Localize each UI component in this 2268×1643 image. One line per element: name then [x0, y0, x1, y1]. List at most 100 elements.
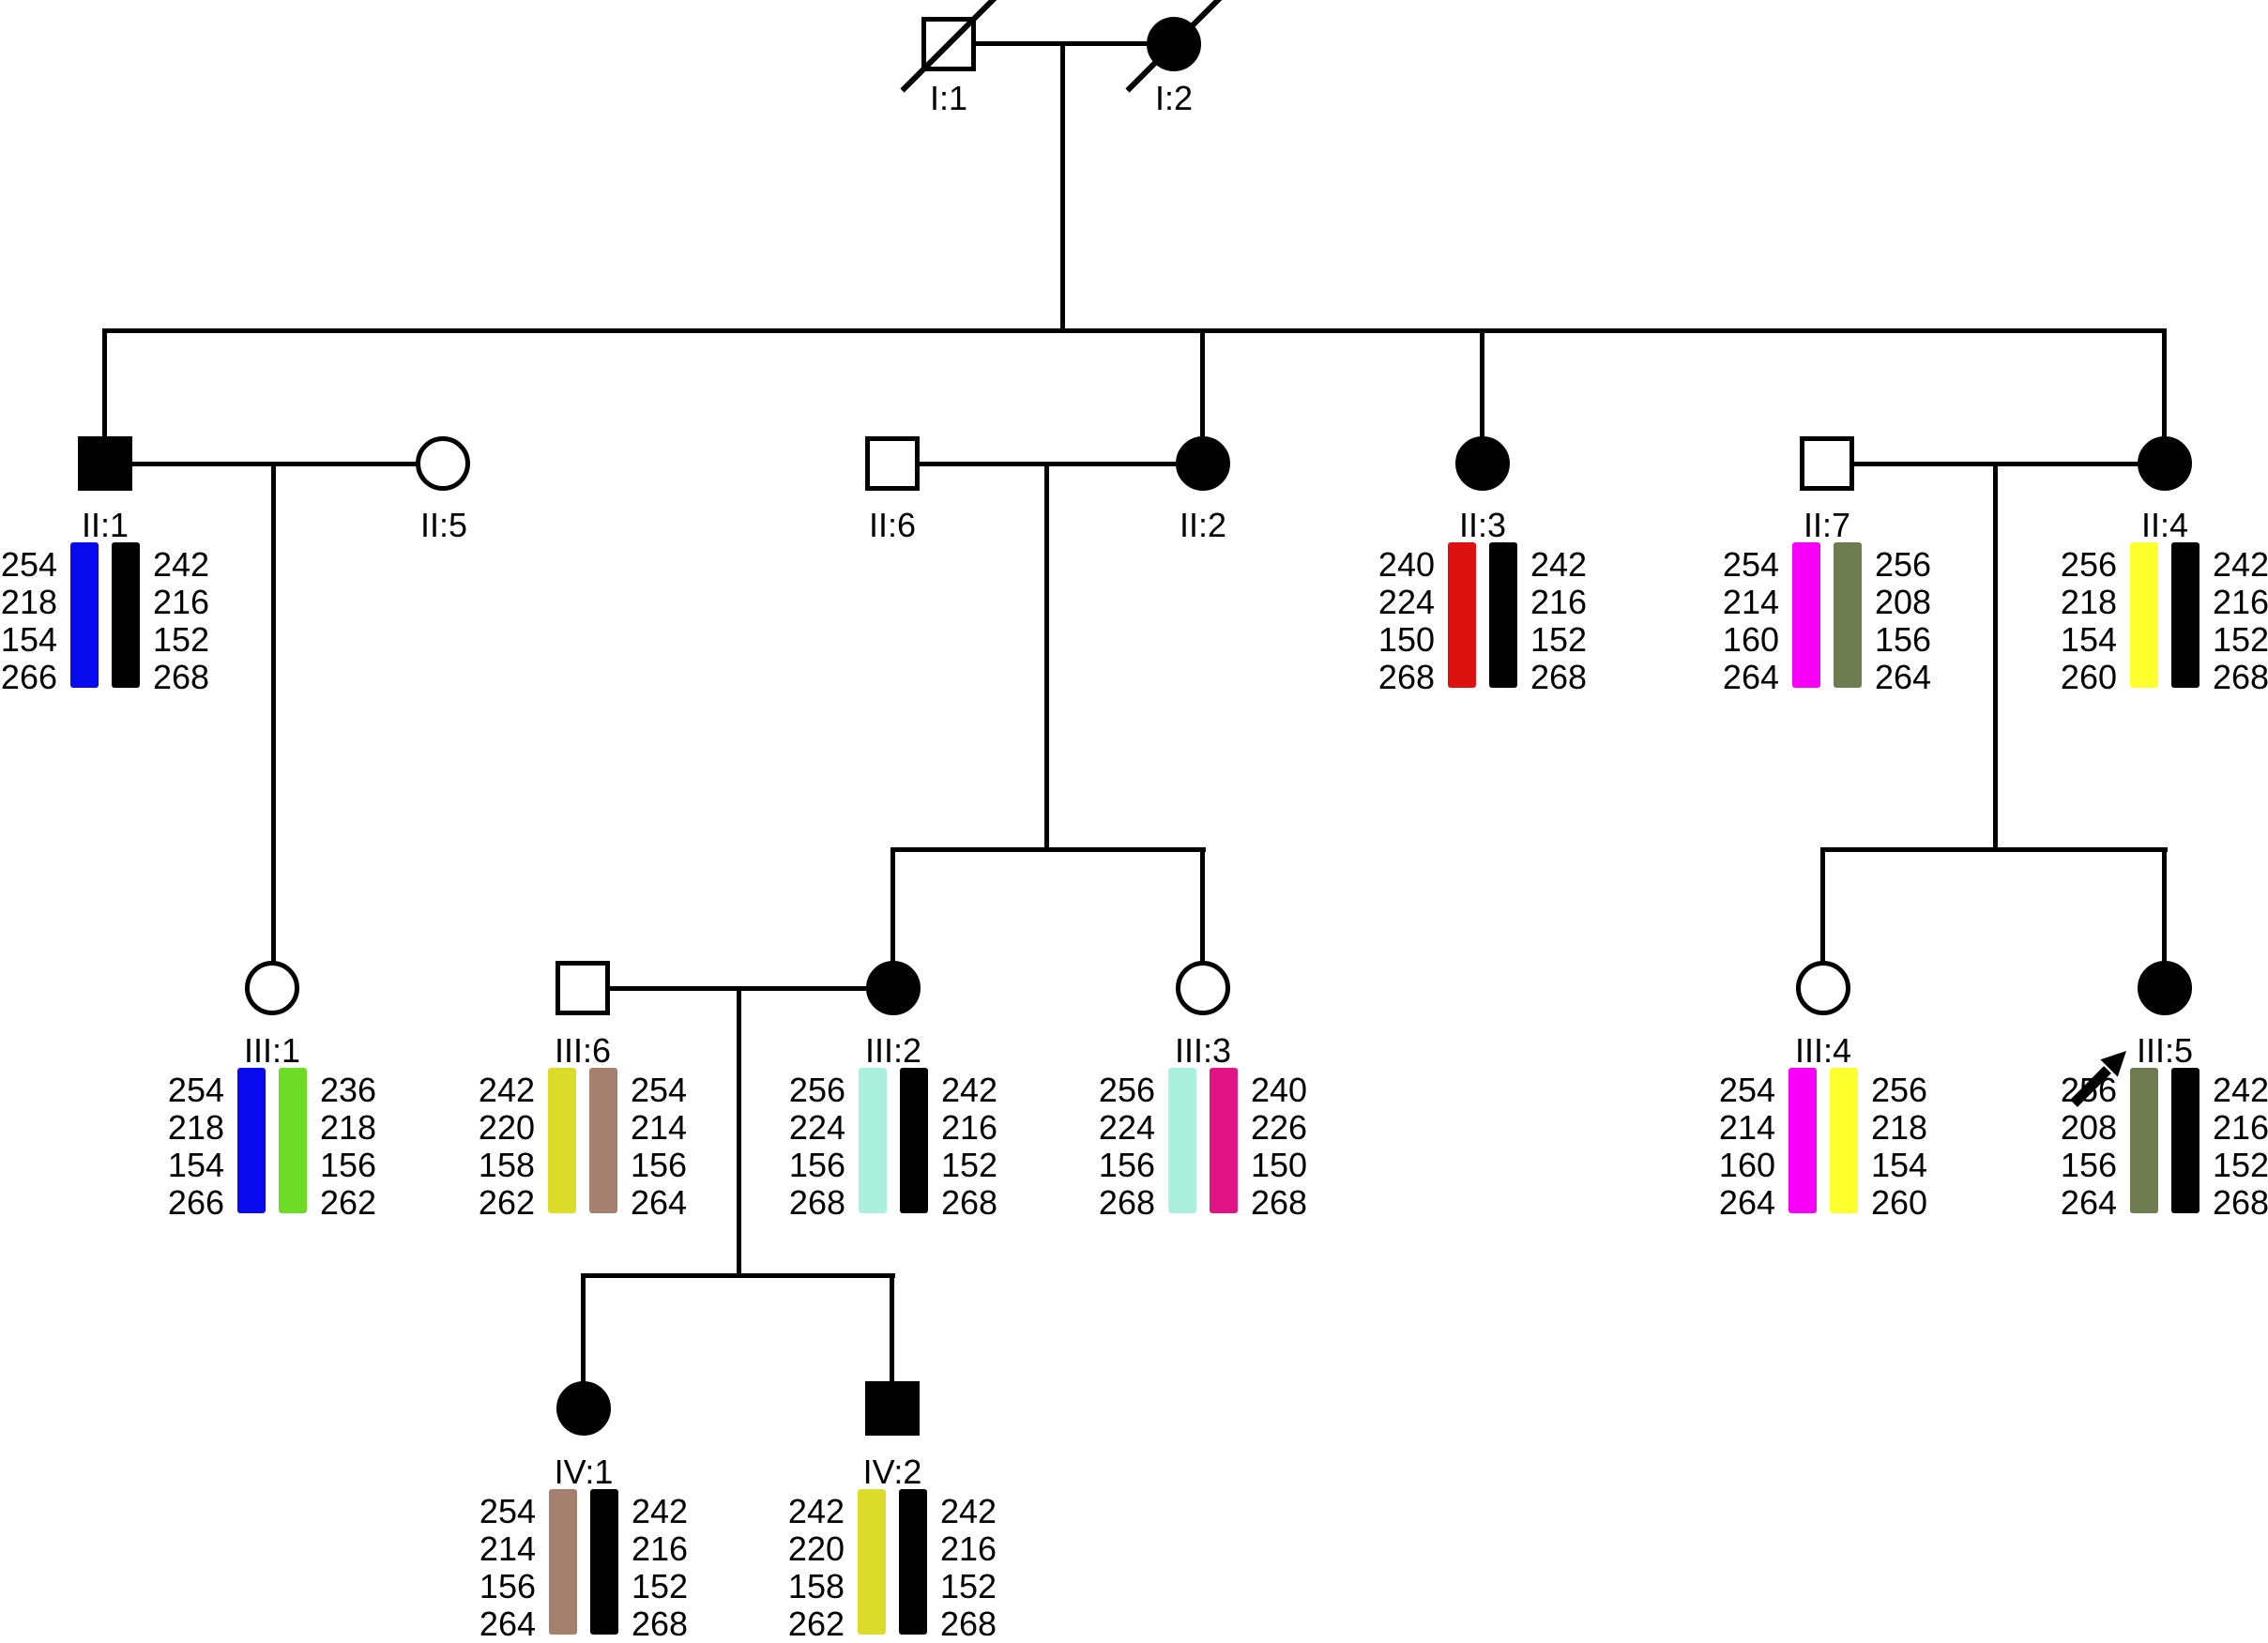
haplotype-bar-right: [590, 1489, 618, 1635]
haplotype-bar-right: [2171, 542, 2200, 688]
haplotype-bar-left: [548, 1068, 576, 1213]
haplotype-block-III5: 256 208 156 264 242 216 152 268: [2044, 1068, 2268, 1222]
individual-II5-symbol: [416, 436, 470, 491]
allele-column-left: 240 224 150 268: [1362, 542, 1435, 696]
allele-value: 214: [1718, 1108, 1775, 1147]
allele-value: 156: [1875, 620, 1932, 659]
allele-value: 242: [478, 1071, 535, 1109]
allele-value: 214: [479, 1529, 536, 1568]
descent-line-II7-II4: [1993, 462, 1998, 851]
descent-line-II1-II5: [271, 462, 276, 964]
allele-value: 268: [940, 1605, 997, 1643]
allele-value: 254: [631, 1071, 688, 1109]
allele-value: 214: [631, 1108, 688, 1147]
haplotype-bar-right: [900, 1068, 928, 1213]
allele-value: 264: [479, 1605, 536, 1643]
allele-value: 266: [0, 658, 57, 696]
allele-value: 152: [153, 620, 210, 659]
allele-value: 264: [2060, 1183, 2117, 1222]
haplotype-bar-left: [2130, 1068, 2158, 1213]
allele-value: 260: [2060, 658, 2117, 696]
individual-IV2-label: IV:2: [862, 1453, 922, 1491]
haplotype-block-II3: 240 224 150 268 242 216 152 268: [1362, 542, 1604, 696]
allele-value: 150: [1251, 1146, 1308, 1184]
allele-value: 268: [1530, 658, 1588, 696]
individual-II1-label: II:1: [81, 506, 129, 544]
haplotype-block-II4: 256 218 154 260 242 216 152 268: [2044, 542, 2268, 696]
allele-value: 254: [0, 545, 57, 584]
allele-column-right: 242 216 152 268: [2213, 1068, 2268, 1222]
haplotype-bar-right: [1830, 1068, 1858, 1213]
drop-line-III2: [890, 847, 895, 963]
allele-column-left: 256 224 156 268: [772, 1068, 845, 1222]
individual-II2-label: II:2: [1179, 506, 1227, 544]
allele-value: 242: [941, 1071, 998, 1109]
allele-value: 214: [1722, 583, 1779, 621]
drop-line-II2: [1200, 328, 1205, 438]
sibship-line-III-left: [890, 847, 1206, 852]
haplotype-block-II1: 254 218 154 266 242 216 152 268: [0, 542, 226, 696]
individual-III1-label: III:1: [243, 1031, 301, 1070]
allele-value: 254: [1718, 1071, 1775, 1109]
haplotype-block-III2: 256 224 156 268 242 216 152 268: [772, 1068, 1014, 1222]
allele-column-left: 242 220 158 262: [771, 1489, 845, 1643]
allele-value: 156: [1098, 1146, 1155, 1184]
allele-value: 264: [1718, 1183, 1775, 1222]
allele-value: 268: [153, 658, 210, 696]
allele-value: 154: [0, 620, 57, 659]
allele-value: 208: [2060, 1108, 2117, 1147]
allele-value: 256: [1098, 1071, 1155, 1109]
individual-II3-label: II:3: [1458, 506, 1507, 544]
haplotype-bar-right: [899, 1489, 927, 1635]
haplotype-block-III6: 242 220 158 262 254 214 156 264: [462, 1068, 704, 1222]
haplotype-block-II7: 254 214 160 264 256 208 156 264: [1706, 542, 1948, 696]
sibship-line-II: [102, 328, 2167, 333]
haplotype-bar-right: [1834, 542, 1862, 688]
haplotype-block-III4: 254 214 160 264 256 218 154 260: [1702, 1068, 1944, 1222]
individual-II4-symbol: [2138, 436, 2192, 491]
allele-value: 268: [1251, 1183, 1308, 1222]
allele-value: 216: [941, 1108, 998, 1147]
haplotype-bar-left: [2130, 542, 2158, 688]
allele-value: 262: [478, 1183, 535, 1222]
allele-value: 160: [1718, 1146, 1775, 1184]
haplotype-block-III1: 254 218 154 266 236 218 156 262: [151, 1068, 393, 1222]
allele-value: 208: [1875, 583, 1932, 621]
haplotype-bar-right: [589, 1068, 617, 1213]
allele-column-left: 256 208 156 264: [2044, 1068, 2117, 1222]
haplotype-bar-left: [549, 1489, 577, 1635]
allele-column-right: 242 216 152 268: [632, 1489, 705, 1643]
allele-column-right: 242 216 152 268: [941, 1068, 1014, 1222]
individual-III5-label: III:5: [2136, 1031, 2194, 1070]
individual-II6-label: II:6: [868, 506, 917, 544]
haplotype-block-III3: 256 224 156 268 240 226 150 268: [1082, 1068, 1324, 1222]
allele-column-left: 242 220 158 262: [462, 1068, 535, 1222]
individual-IV1-label: IV:1: [554, 1453, 614, 1491]
allele-value: 254: [1722, 545, 1779, 584]
allele-value: 242: [1530, 545, 1588, 584]
drop-line-II3: [1480, 328, 1484, 438]
individual-III2-symbol: [866, 961, 921, 1015]
allele-value: 268: [2213, 1183, 2268, 1222]
allele-value: 150: [1378, 620, 1435, 659]
drop-line-III3: [1200, 847, 1205, 963]
allele-column-right: 242 216 152 268: [2213, 542, 2268, 696]
allele-column-right: 254 214 156 264: [631, 1068, 704, 1222]
allele-value: 242: [153, 545, 210, 584]
allele-value: 218: [1871, 1108, 1928, 1147]
allele-value: 262: [320, 1183, 377, 1222]
allele-value: 156: [631, 1146, 688, 1184]
allele-column-right: 242 216 152 268: [1530, 542, 1604, 696]
allele-value: 218: [167, 1108, 224, 1147]
allele-column-left: 254 218 154 266: [151, 1068, 224, 1222]
allele-value: 268: [1098, 1183, 1155, 1222]
allele-column-left: 254 214 160 264: [1702, 1068, 1775, 1222]
allele-value: 216: [1530, 583, 1588, 621]
sibship-line-IV: [581, 1273, 895, 1278]
individual-III4-label: III:4: [1794, 1031, 1852, 1070]
allele-value: 152: [2213, 620, 2268, 659]
allele-value: 240: [1378, 545, 1435, 584]
allele-value: 266: [167, 1183, 224, 1222]
individual-I2-label: I:2: [1154, 79, 1194, 117]
allele-value: 158: [478, 1146, 535, 1184]
